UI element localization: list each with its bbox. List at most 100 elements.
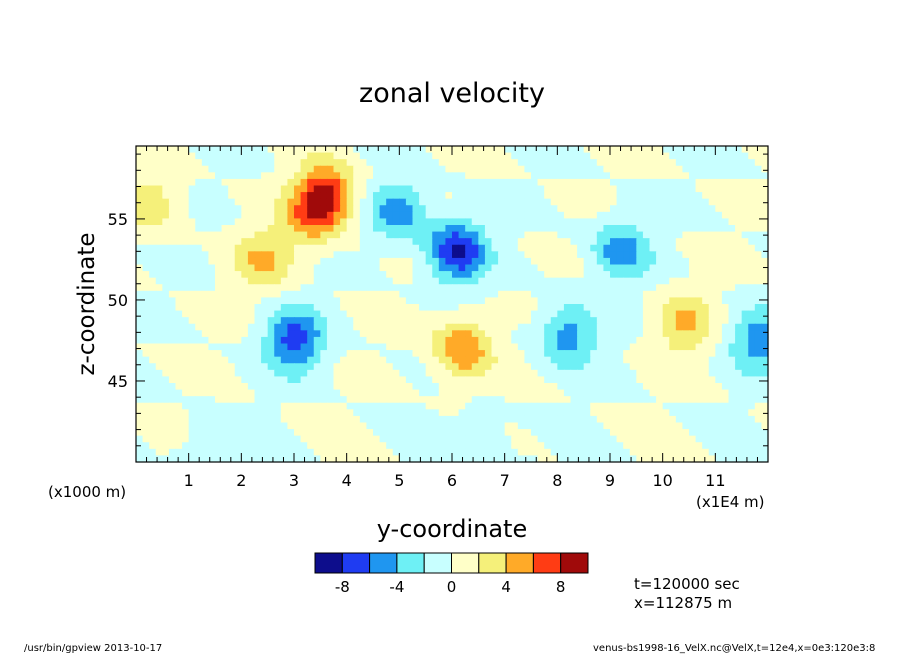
field-cell: [241, 146, 249, 154]
field-cell: [412, 297, 420, 305]
field-cell: [669, 172, 677, 180]
field-cell: [359, 185, 368, 193]
field-cell: [307, 376, 315, 384]
field-cell: [326, 238, 335, 246]
field-cell: [491, 165, 499, 173]
field-cell: [267, 277, 275, 285]
field-cell: [201, 231, 210, 239]
field-cell: [695, 409, 703, 417]
field-cell: [425, 165, 433, 173]
field-cell: [346, 231, 354, 239]
field-cell: [175, 277, 183, 285]
field-cell: [662, 376, 670, 384]
field-cell: [399, 323, 407, 331]
field-cell: [175, 264, 183, 272]
field-cell: [294, 277, 302, 285]
field-cell: [761, 152, 769, 160]
footer-left: /usr/bin/gpview 2013-10-17: [24, 643, 162, 654]
field-cell: [656, 192, 664, 200]
field-cell: [524, 231, 532, 239]
field-cell: [656, 146, 664, 154]
field-cell: [669, 336, 677, 345]
field-cell: [577, 185, 585, 193]
field-cell: [735, 290, 743, 299]
field-cell: [247, 277, 256, 285]
field-cell: [478, 429, 486, 437]
field-cell: [702, 429, 710, 437]
field-cell: [682, 211, 690, 220]
field-cell: [623, 271, 631, 279]
field-cell: [419, 435, 427, 443]
field-cell: [340, 310, 348, 318]
field-cell: [175, 376, 183, 384]
field-cell: [656, 178, 664, 187]
field-cell: [675, 396, 684, 404]
field-cell: [405, 218, 414, 226]
field-cell: [656, 297, 664, 305]
field-cell: [326, 244, 335, 252]
field-cell: [208, 152, 216, 160]
field-cell: [438, 455, 447, 463]
field-cell: [761, 330, 769, 338]
field-cell: [662, 211, 670, 220]
field-cell: [590, 396, 598, 404]
field-cell: [649, 231, 657, 239]
field-cell: [445, 415, 453, 424]
field-cell: [425, 429, 433, 437]
field-cell: [307, 297, 315, 305]
field-cell: [524, 284, 532, 292]
field-cell: [715, 304, 723, 312]
field-cell: [326, 376, 335, 384]
field-cell: [155, 455, 163, 463]
field-cell: [702, 251, 710, 259]
field-cell: [471, 211, 479, 220]
field-cell: [616, 198, 624, 206]
field-cell: [326, 383, 335, 391]
field-cell: [623, 192, 631, 200]
field-cell: [570, 343, 578, 351]
field-cell: [261, 409, 269, 417]
field-cell: [379, 310, 387, 318]
field-cell: [623, 231, 631, 239]
field-cell: [524, 297, 532, 305]
field-cell: [458, 165, 466, 173]
field-cell: [313, 257, 321, 266]
field-cell: [656, 185, 664, 193]
field-cell: [326, 264, 335, 272]
colorbar-swatch: [396, 552, 425, 574]
field-cell: [155, 244, 163, 252]
field-cell: [373, 409, 381, 417]
field-cell: [702, 192, 710, 200]
field-cell: [649, 152, 657, 160]
field-cell: [570, 455, 578, 463]
field-cell: [195, 257, 203, 266]
field-cell: [550, 211, 558, 220]
field-cell: [478, 172, 486, 180]
field-cell: [162, 244, 170, 252]
field-cell: [254, 165, 262, 173]
field-cell: [544, 244, 552, 252]
field-cell: [188, 198, 196, 206]
field-cell: [741, 172, 749, 180]
field-cell: [392, 192, 400, 200]
field-cell: [313, 409, 321, 417]
field-cell: [537, 290, 545, 299]
field-cell: [741, 389, 749, 397]
field-cell: [307, 422, 315, 430]
field-cell: [511, 218, 519, 226]
field-cell: [721, 435, 730, 443]
field-cell: [531, 238, 539, 246]
field-cell: [675, 343, 684, 351]
field-cell: [484, 192, 493, 200]
field-cell: [610, 290, 618, 299]
field-cell: [300, 304, 308, 312]
field-cell: [280, 317, 289, 325]
field-cell: [432, 317, 440, 325]
field-cell: [274, 310, 282, 318]
field-cell: [346, 402, 354, 410]
field-cell: [623, 448, 631, 457]
field-cell: [241, 159, 249, 167]
field-cell: [280, 402, 289, 410]
field-cell: [320, 310, 328, 318]
field-cell: [452, 455, 460, 463]
